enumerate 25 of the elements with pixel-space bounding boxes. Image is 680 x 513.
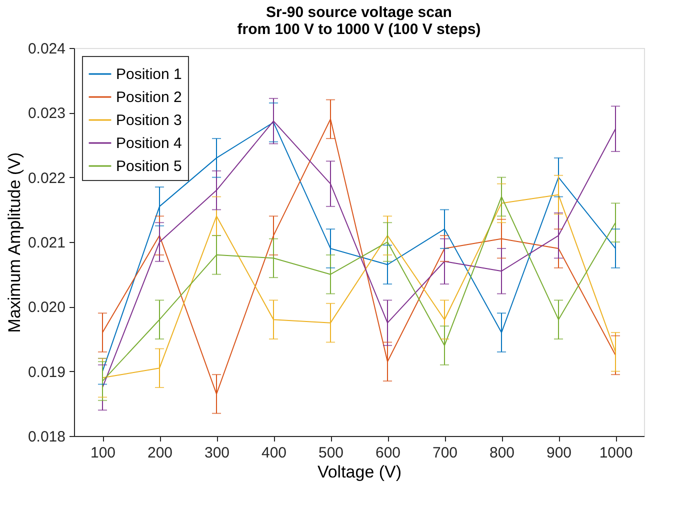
x-tick-label: 700 (432, 444, 458, 462)
chart-title: Sr-90 source voltage scan from 100 V to 1000 V (100 V steps) (237, 4, 481, 38)
y-tick-label: 0.023 (28, 105, 66, 122)
y-axis-title: Maximum Amplitude (V) (4, 152, 24, 333)
x-tick-label: 600 (375, 444, 401, 462)
x-tick-label: 1000 (599, 444, 633, 462)
x-tick-label: 500 (318, 444, 344, 462)
x-tick-label: 400 (261, 444, 287, 462)
legend-label: Position 2 (116, 89, 182, 106)
legend-label: Position 3 (116, 112, 182, 129)
x-tick-label: 200 (147, 444, 173, 462)
x-tick-label: 900 (546, 444, 572, 462)
legend-label: Position 5 (116, 158, 182, 175)
x-axis-title: Voltage (V) (317, 462, 402, 482)
y-tick-label: 0.018 (28, 428, 66, 446)
x-tick-label: 800 (489, 444, 515, 462)
legend-label: Position 4 (116, 135, 182, 152)
legend-label: Position 1 (116, 66, 182, 83)
y-tick-label: 0.022 (28, 170, 66, 187)
y-tick-label: 0.020 (28, 299, 66, 316)
y-tick-label: 0.024 (28, 40, 66, 58)
y-tick-label: 0.019 (28, 364, 66, 381)
y-tick-label: 0.021 (28, 234, 66, 252)
x-tick-label: 300 (204, 444, 230, 462)
x-tick-label: 100 (90, 444, 116, 462)
